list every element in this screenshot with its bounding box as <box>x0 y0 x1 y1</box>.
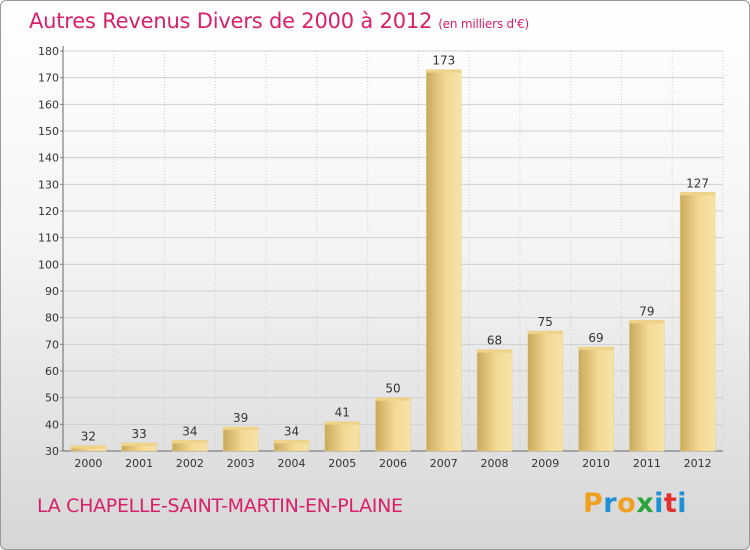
bar <box>375 397 411 452</box>
y-tick-label: 110 <box>38 232 59 245</box>
bar <box>426 69 462 452</box>
bar-value-label: 79 <box>639 304 654 318</box>
bar-value-label: 50 <box>385 382 400 396</box>
bar-cap <box>477 349 513 353</box>
bar-cap <box>680 192 716 196</box>
logo-letter: P <box>583 488 604 519</box>
bar-cap <box>223 427 259 430</box>
place-name: LA CHAPELLE-SAINT-MARTIN-EN-PLAINE <box>37 495 403 517</box>
y-tick-label: 50 <box>45 392 59 405</box>
x-tick-label: 2001 <box>125 457 153 470</box>
y-tick-label: 80 <box>45 312 59 325</box>
bar-value-label: 75 <box>538 315 553 329</box>
bar <box>222 426 259 452</box>
x-tick-label: 2008 <box>481 457 509 470</box>
bar-cap <box>629 320 665 324</box>
bar-value-label: 33 <box>132 427 147 441</box>
x-tick-label: 2007 <box>430 457 458 470</box>
logo-letter: i <box>677 488 688 519</box>
y-tick-label: 130 <box>38 178 59 191</box>
x-tick-label: 2010 <box>582 457 610 470</box>
bar <box>629 320 665 452</box>
y-tick-label: 120 <box>38 205 59 218</box>
y-tick-label: 150 <box>38 125 59 138</box>
bar-value-label: 34 <box>284 424 299 438</box>
chart-title: Autres Revenus Divers de 2000 à 2012 (en … <box>29 9 529 33</box>
bar-cap <box>324 421 360 425</box>
label-layer: 32 33 34 39 34 41 50 173 68 75 69 79 127 <box>81 54 709 444</box>
bar-value-label: 34 <box>182 424 197 438</box>
bar-layer <box>70 69 716 452</box>
x-tick-label: 2003 <box>227 457 255 470</box>
y-tick-label: 100 <box>38 258 59 271</box>
x-tick-label: 2012 <box>684 457 712 470</box>
proxiti-logo: Proxiti <box>583 488 687 519</box>
x-tick-label: 2009 <box>531 457 559 470</box>
logo-letter: o <box>617 488 637 519</box>
y-tick-label: 160 <box>38 98 59 111</box>
y-tick-label: 140 <box>38 152 59 165</box>
logo-letter: i <box>654 488 664 519</box>
bar-cap <box>375 397 411 401</box>
bar-value-label: 69 <box>588 331 603 345</box>
logo-letter: t <box>663 488 678 519</box>
y-tick-label: 180 <box>38 45 59 58</box>
bar <box>527 330 564 452</box>
bar <box>476 349 513 452</box>
bar-cap <box>578 347 614 350</box>
x-tick-label: 2006 <box>379 457 407 470</box>
bar-value-label: 68 <box>487 334 502 348</box>
y-tick-label: 90 <box>45 285 59 298</box>
chart-title-text: Autres Revenus Divers de 2000 à 2012 <box>29 9 433 33</box>
bar-value-label: 127 <box>686 176 709 190</box>
bar-cap <box>527 331 563 334</box>
x-tick-label: 2002 <box>176 457 204 470</box>
y-tick-label: 70 <box>45 338 59 351</box>
chart-unit: (en milliers d'€) <box>438 17 529 31</box>
logo-letter: x <box>636 488 655 519</box>
logo-letter: r <box>603 488 618 519</box>
x-tick-label: 2011 <box>633 457 661 470</box>
bar-value-label: 39 <box>233 411 248 425</box>
bar <box>324 421 360 452</box>
bar-value-label: 41 <box>335 406 350 420</box>
bar <box>679 192 716 452</box>
bar-value-label: 32 <box>81 430 96 444</box>
y-tick-label: 40 <box>45 418 59 431</box>
bar-cap <box>273 440 309 444</box>
bar <box>578 346 614 452</box>
x-tick-label: 2000 <box>74 457 102 470</box>
bar-value-label: 173 <box>432 54 455 68</box>
bar-cap <box>172 440 208 444</box>
y-tick-label: 30 <box>45 445 59 458</box>
bar-cap <box>426 69 462 73</box>
x-tick-label: 2005 <box>328 457 356 470</box>
x-tick-label: 2004 <box>277 457 305 470</box>
y-tick-label: 60 <box>45 365 59 378</box>
y-tick-label: 170 <box>38 72 59 85</box>
bar-cap <box>70 445 106 449</box>
bar-cap <box>121 443 157 446</box>
